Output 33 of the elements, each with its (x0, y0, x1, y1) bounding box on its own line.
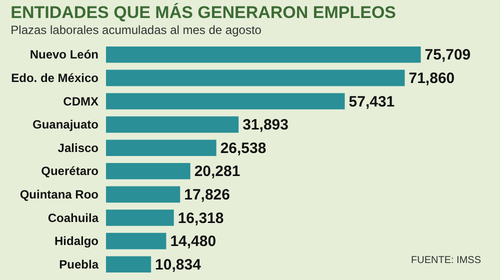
chart-subtitle: Plazas laborales acumuladas al mes de agosto (10, 23, 262, 37)
bar (106, 116, 239, 133)
data-label: 20,281 (194, 163, 240, 180)
y-tick-label: Guanajuato (32, 118, 98, 132)
bar (106, 46, 421, 63)
data-label: 57,431 (348, 93, 395, 110)
y-tick-label: Edo. de México (11, 70, 98, 85)
data-label: 16,318 (178, 210, 224, 227)
data-label: 14,480 (170, 233, 216, 250)
y-tick-label: CDMX (63, 94, 98, 108)
data-label: 10,834 (155, 256, 202, 274)
bar (106, 162, 190, 180)
data-label: 26,538 (220, 140, 266, 157)
y-tick-label: Hidalgo (54, 234, 98, 248)
y-tick-label: Quintana Roo (20, 187, 98, 202)
bar (106, 186, 180, 203)
bar (106, 232, 166, 250)
y-tick-label: Nuevo León (30, 48, 98, 62)
chart-title: ENTIDADES QUE MÁS GENERARON EMPLEOS (10, 2, 396, 22)
bar (106, 70, 405, 86)
y-tick-label: Coahuila (48, 210, 99, 225)
y-tick-label: Jalisco (58, 140, 98, 155)
data-label: 71,860 (408, 70, 455, 87)
bar (106, 140, 216, 156)
y-tick-label: Querétaro (41, 164, 98, 178)
bar (106, 210, 174, 226)
bar (106, 93, 345, 110)
annotation: FUENTE: IMSS (410, 255, 482, 266)
bar (106, 256, 152, 273)
data-label: 17,826 (184, 186, 230, 204)
data-label: 31,893 (242, 116, 288, 134)
data-label: 75,709 (424, 46, 471, 64)
y-tick-label: Puebla (59, 257, 99, 272)
